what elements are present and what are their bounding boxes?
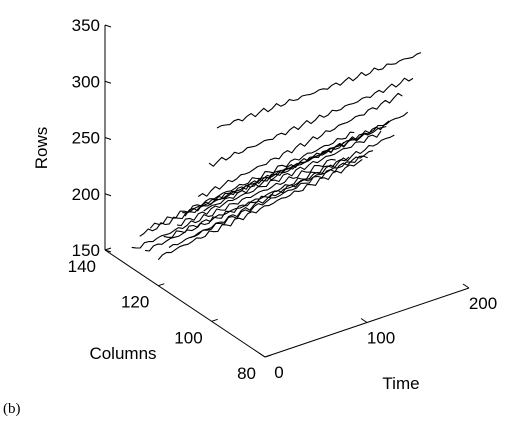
trajectory-line: [157, 158, 363, 261]
trajectory-line: [163, 155, 368, 238]
rows-tick-label: 200: [72, 185, 100, 204]
trajectory-line: [144, 156, 350, 252]
rows-tick-label: 300: [72, 72, 100, 91]
trajectory-line: [131, 158, 336, 249]
time-tick-label: 0: [274, 363, 283, 382]
trajectory-line: [176, 130, 382, 227]
rows-tick-mark: [104, 80, 112, 84]
tick-labels: 150 200 250 300 350 80 100 120 140 0 100 200: [68, 16, 498, 383]
rows-tick-mark: [104, 249, 112, 253]
time-tick-mark: [360, 318, 368, 323]
time-tick-mark: [258, 352, 266, 358]
trajectory-line: [208, 77, 414, 167]
rows-tick-mark: [104, 193, 112, 197]
trajectory-line: [216, 52, 422, 129]
trajectory-line: [190, 134, 395, 239]
y-axis-label: Columns: [89, 344, 156, 363]
time-tick-mark: [462, 283, 470, 289]
trajectory-line: [168, 150, 374, 248]
series-lines: [131, 52, 422, 261]
columns-tick-mark: [211, 318, 218, 322]
trajectory-line: [197, 92, 403, 197]
panel-label: (b): [3, 401, 21, 417]
z-axis-label: Rows: [32, 127, 51, 170]
columns-tick-mark: [264, 354, 272, 358]
columns-tick-mark: [158, 283, 165, 287]
rows-tick-mark: [104, 137, 112, 140]
trajectory-line: [149, 131, 355, 229]
time-tick-label: 100: [367, 329, 395, 348]
rows-tick-label: 350: [72, 16, 100, 35]
columns-axis-line: [104, 249, 266, 358]
axes: [104, 24, 470, 358]
columns-tick-mark: [104, 247, 112, 251]
rows-tick-label: 250: [72, 129, 100, 148]
columns-tick-label: 80: [237, 364, 256, 383]
time-tick-label: 200: [469, 294, 497, 313]
rows-tick-mark: [104, 24, 112, 28]
columns-tick-label: 120: [121, 293, 149, 312]
x-axis-label: Time: [382, 374, 419, 393]
columns-tick-label: 140: [68, 257, 96, 276]
columns-tick-label: 100: [174, 328, 202, 347]
trajectory-line: [139, 141, 345, 237]
rows-tick-label: 150: [72, 241, 100, 260]
